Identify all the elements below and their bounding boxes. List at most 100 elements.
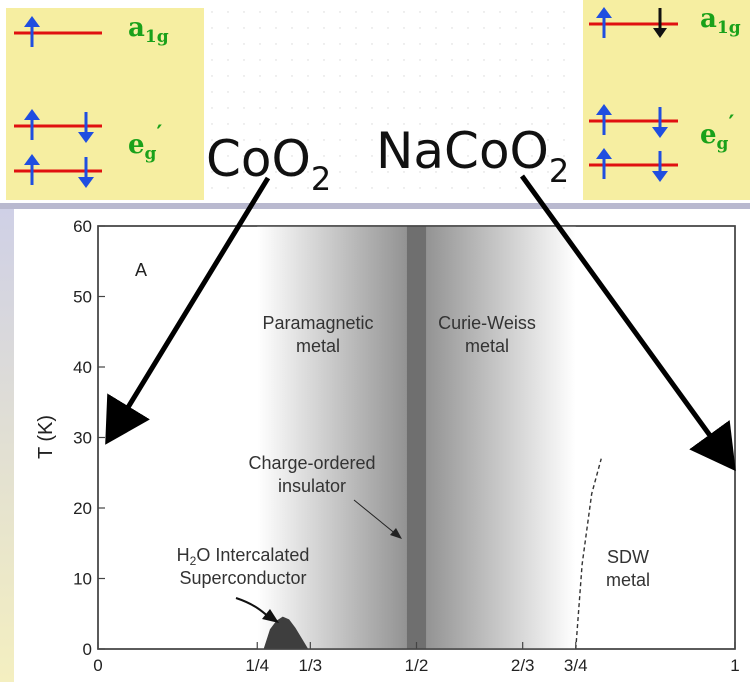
background-dot (563, 27, 565, 29)
y-axis-ticks: 0 10 20 30 40 50 60 (73, 217, 105, 659)
sdw-label-line2: metal (606, 570, 650, 590)
background-dot (307, 27, 309, 29)
background-dot (371, 11, 373, 13)
background-dot (371, 171, 373, 173)
background-dot (371, 91, 373, 93)
background-dot (307, 59, 309, 61)
background-dot (259, 171, 261, 173)
background-dot (499, 171, 501, 173)
background-dot (451, 155, 453, 157)
background-dot (387, 187, 389, 189)
background-dot (307, 123, 309, 125)
background-dot (499, 107, 501, 109)
background-dot (531, 59, 533, 61)
background-dot (355, 11, 357, 13)
background-dot (435, 139, 437, 141)
paramagnetic-region (257, 226, 417, 649)
background-dot (563, 187, 565, 189)
background-dot (483, 171, 485, 173)
background-dot (403, 59, 405, 61)
background-dot (259, 91, 261, 93)
background-dot (211, 107, 213, 109)
background-dot (371, 75, 373, 77)
background-dot (355, 171, 357, 173)
background-dot (419, 27, 421, 29)
background-dot (515, 27, 517, 29)
background-dot (371, 123, 373, 125)
background-dot (291, 59, 293, 61)
background-dot (419, 43, 421, 45)
background-dot (211, 171, 213, 173)
background-dot (275, 59, 277, 61)
background-dot (435, 107, 437, 109)
background-dot (515, 171, 517, 173)
background-dot (531, 139, 533, 141)
right-eg-label: eg′ (700, 111, 734, 154)
background-dot (547, 139, 549, 141)
background-dot-grid (211, 11, 565, 189)
slide-left-strip (0, 209, 14, 682)
x-tick-label: 1/3 (298, 656, 322, 675)
background-dot (227, 75, 229, 77)
background-dot (339, 27, 341, 29)
background-dot (547, 11, 549, 13)
background-dot (451, 139, 453, 141)
background-dot (419, 11, 421, 13)
background-dot (547, 27, 549, 29)
background-dot (323, 27, 325, 29)
background-dot (531, 11, 533, 13)
background-dot (227, 11, 229, 13)
background-dot (243, 171, 245, 173)
background-dot (547, 155, 549, 157)
background-dot (483, 107, 485, 109)
background-dot (275, 91, 277, 93)
background-dot (403, 155, 405, 157)
background-dot (483, 59, 485, 61)
background-dot (227, 59, 229, 61)
background-dot (467, 91, 469, 93)
background-dot (563, 139, 565, 141)
background-dot (451, 187, 453, 189)
background-dot (227, 123, 229, 125)
background-dot (483, 75, 485, 77)
y-tick-label: 60 (73, 217, 92, 236)
background-dot (291, 11, 293, 13)
background-dot (259, 107, 261, 109)
background-dot (243, 75, 245, 77)
background-dot (467, 187, 469, 189)
spin-up-arrow-icon (24, 16, 40, 47)
x-tick-label: 1/4 (245, 656, 269, 675)
background-dot (227, 27, 229, 29)
background-dot (499, 43, 501, 45)
y-tick-label: 40 (73, 358, 92, 377)
background-dot (419, 155, 421, 157)
background-dot (547, 187, 549, 189)
background-dot (243, 187, 245, 189)
background-dot (499, 59, 501, 61)
background-dot (531, 75, 533, 77)
background-dot (563, 11, 565, 13)
nacoo2-label: NaCoO2 (376, 122, 569, 190)
background-dot (211, 155, 213, 157)
background-dot (435, 11, 437, 13)
right-orbital-panel: a1g eg′ (583, 0, 750, 200)
background-dot (307, 107, 309, 109)
background-dot (323, 75, 325, 77)
background-dot (323, 11, 325, 13)
y-tick-label: 50 (73, 288, 92, 307)
x-tick-label: 2/3 (511, 656, 535, 675)
background-dot (467, 11, 469, 13)
superconductor-label-line2: Superconductor (179, 568, 306, 588)
background-dot (563, 107, 565, 109)
spin-up-arrow-icon (596, 7, 612, 38)
y-tick-label: 20 (73, 499, 92, 518)
nacoo2-pointer-arrow (519, 174, 736, 472)
background-dot (323, 107, 325, 109)
background-dot (563, 75, 565, 77)
background-dot (387, 75, 389, 77)
background-dot (387, 139, 389, 141)
background-dot (371, 187, 373, 189)
background-dot (275, 43, 277, 45)
y-axis-label: T (K) (35, 415, 57, 459)
